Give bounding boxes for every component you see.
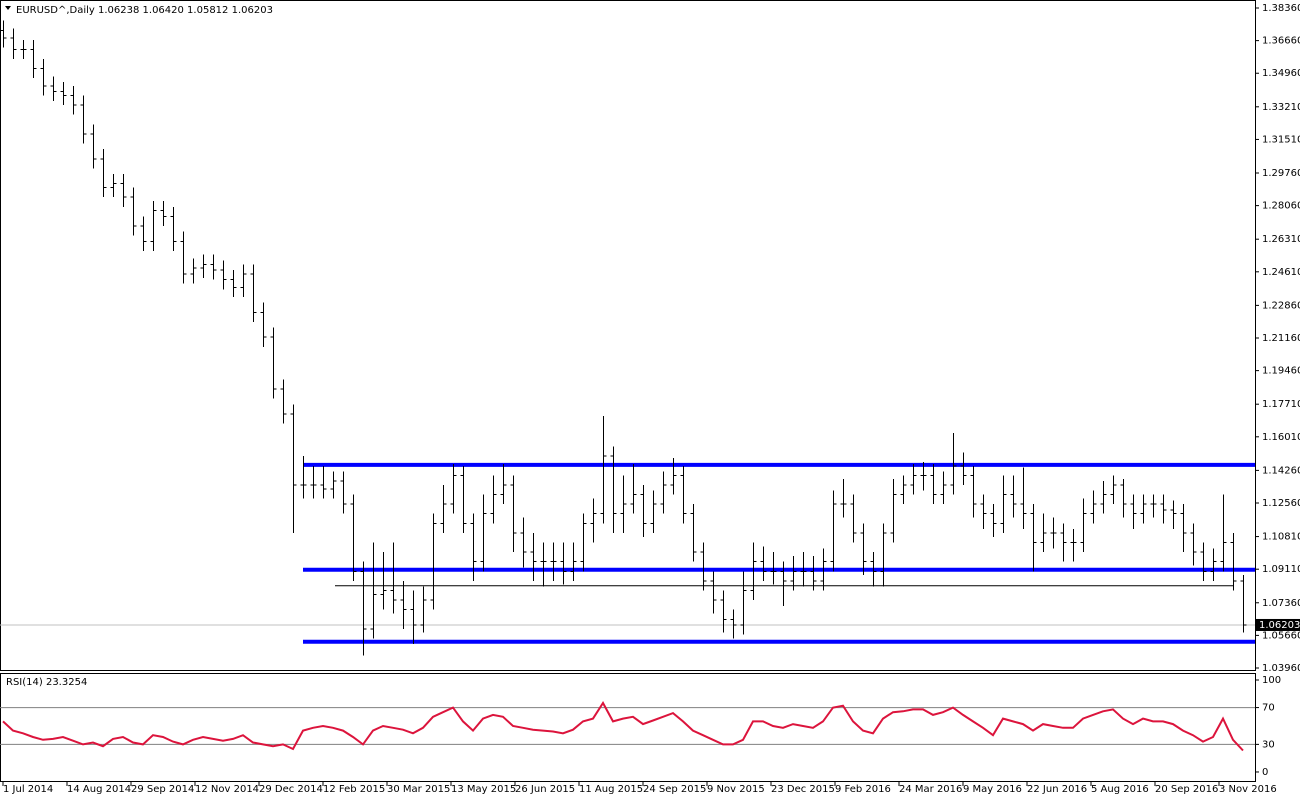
x-tick-label: 5 Aug 2016 xyxy=(1091,784,1149,795)
x-tick-label: 30 Mar 2015 xyxy=(387,784,450,795)
x-tick-label: 9 Nov 2015 xyxy=(707,784,765,795)
price-panel xyxy=(0,0,1256,671)
last-price-label: 1.06203 xyxy=(1259,620,1300,631)
y-tick-label: 1.05660 xyxy=(1262,630,1300,641)
y-tick-label: 1.16010 xyxy=(1262,432,1300,443)
x-tick-label: 9 Feb 2016 xyxy=(835,784,891,795)
x-tick-label: 9 May 2016 xyxy=(963,784,1022,795)
rsi-panel xyxy=(0,673,1256,782)
y-tick-label: 1.14260 xyxy=(1262,465,1300,476)
x-tick-label: 29 Dec 2014 xyxy=(259,784,323,795)
x-tick-label: 24 Sep 2015 xyxy=(643,784,706,795)
x-tick-label: 29 Sep 2014 xyxy=(131,784,194,795)
x-tick-label: 3 Nov 2016 xyxy=(1219,784,1277,795)
x-tick-label: 12 Nov 2014 xyxy=(195,784,259,795)
x-tick-label: 24 Mar 2016 xyxy=(899,784,962,795)
y-tick-label: 0 xyxy=(1262,767,1268,778)
x-tick-label: 22 Jun 2016 xyxy=(1027,784,1087,795)
y-tick-label: 1.09110 xyxy=(1262,564,1300,575)
y-tick-label: 1.07360 xyxy=(1262,598,1300,609)
y-tick-label: 1.24610 xyxy=(1262,267,1300,278)
y-tick-label: 1.33210 xyxy=(1262,102,1300,113)
x-tick-label: 14 Aug 2014 xyxy=(67,784,131,795)
y-tick-label: 1.31510 xyxy=(1262,134,1300,145)
menu-arrow[interactable] xyxy=(5,6,11,10)
x-tick-label: 12 Feb 2015 xyxy=(323,784,385,795)
rsi-line xyxy=(2,701,1244,752)
y-tick-label: 1.17710 xyxy=(1262,399,1300,410)
chart-title: EURUSD^,Daily 1.06238 1.06420 1.05812 1.… xyxy=(16,5,273,16)
indicator-title: RSI(14) 23.3254 xyxy=(6,677,87,688)
y-tick-label: 1.38360 xyxy=(1262,3,1300,14)
y-tick-label: 1.28060 xyxy=(1262,201,1300,212)
y-tick-label: 1.26310 xyxy=(1262,234,1300,245)
x-tick-label: 26 Jun 2015 xyxy=(515,784,575,795)
y-tick-label: 30 xyxy=(1262,739,1275,750)
y-tick-label: 1.03960 xyxy=(1262,663,1300,674)
y-tick-label: 1.34960 xyxy=(1262,68,1300,79)
y-tick-label: 1.36660 xyxy=(1262,36,1300,47)
y-tick-label: 70 xyxy=(1262,703,1275,714)
y-tick-label: 1.29760 xyxy=(1262,168,1300,179)
x-tick-label: 20 Sep 2016 xyxy=(1155,784,1218,795)
y-tick-label: 1.19460 xyxy=(1262,366,1300,377)
x-tick-label: 13 May 2015 xyxy=(451,784,516,795)
y-tick-label: 1.22860 xyxy=(1262,300,1300,311)
x-tick-label: 11 Aug 2015 xyxy=(579,784,643,795)
last-price-box xyxy=(1256,618,1300,631)
y-tick-label: 1.10810 xyxy=(1262,532,1300,543)
x-tick-label: 1 Jul 2014 xyxy=(3,784,53,795)
y-tick-label: 1.12560 xyxy=(1262,498,1300,509)
x-tick-label: 23 Dec 2015 xyxy=(771,784,835,795)
y-tick-label: 1.21160 xyxy=(1262,333,1300,344)
y-tick-label: 100 xyxy=(1262,675,1281,686)
